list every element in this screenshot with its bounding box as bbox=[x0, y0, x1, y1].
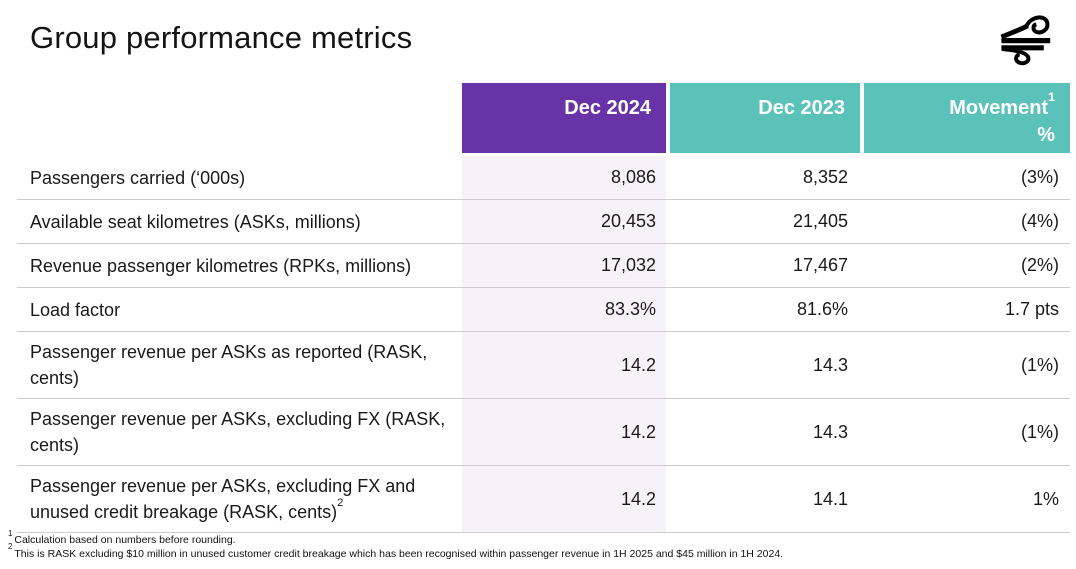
column-gap bbox=[860, 156, 864, 199]
table-row-rpks: Revenue passenger kilometres (RPKs, mill… bbox=[17, 244, 1070, 288]
footnotes: 1Calculation based on numbers before rou… bbox=[8, 528, 784, 561]
row-label: Passengers carried (‘000s) bbox=[30, 167, 246, 188]
column-gap bbox=[860, 200, 864, 243]
value-dec-2023: 81.6% bbox=[796, 299, 848, 319]
row-label: Passenger revenue per ASKs, excluding FX… bbox=[30, 476, 416, 522]
value-dec-2023: 14.3 bbox=[812, 354, 848, 375]
value-dec-2023: 14.3 bbox=[812, 421, 848, 442]
row-label: Load factor bbox=[30, 299, 121, 320]
row-label: Revenue passenger kilometres (RPKs, mill… bbox=[30, 255, 412, 276]
column-header-unit: % bbox=[1037, 124, 1055, 146]
value-movement: (2%) bbox=[1020, 255, 1059, 275]
value-dec-2023: 21,405 bbox=[792, 211, 848, 231]
table-header-row: Dec 2024 Dec 2023 Movement1 % bbox=[17, 83, 1070, 153]
column-gap bbox=[666, 83, 670, 153]
table-row-rask-ex-fx: Passenger revenue per ASKs, excluding FX… bbox=[17, 399, 1070, 466]
column-header-label: Dec 2023 bbox=[758, 97, 845, 119]
value-dec-2023: 17,467 bbox=[792, 255, 848, 275]
column-gap bbox=[860, 244, 864, 287]
table-row-rask-reported: Passenger revenue per ASKs as reported (… bbox=[17, 332, 1070, 399]
column-gap bbox=[666, 466, 670, 532]
value-dec-2024: 20,453 bbox=[462, 200, 666, 243]
column-header-label: Movement bbox=[949, 97, 1049, 119]
column-gap bbox=[860, 466, 864, 532]
table-body: Passengers carried (‘000s) 8,086 8,352 (… bbox=[17, 156, 1070, 533]
value-dec-2024: 8,086 bbox=[462, 156, 666, 199]
column-gap bbox=[860, 83, 864, 153]
footnote-1: 1Calculation based on numbers before rou… bbox=[8, 528, 236, 546]
row-label: Available seat kilometres (ASKs, million… bbox=[30, 211, 361, 232]
value-movement: (3%) bbox=[1020, 167, 1059, 187]
value-dec-2023: 8,352 bbox=[802, 167, 848, 187]
value-movement: (1%) bbox=[1020, 354, 1059, 375]
footnote-marker: 1 bbox=[1048, 89, 1055, 104]
column-gap bbox=[666, 200, 670, 243]
row-label: Passenger revenue per ASKs as reported (… bbox=[30, 342, 428, 388]
value-dec-2024: 14.2 bbox=[462, 466, 666, 532]
column-gap bbox=[860, 332, 864, 398]
value-dec-2024: 14.2 bbox=[462, 332, 666, 398]
column-gap bbox=[666, 399, 670, 465]
table-row-asks: Available seat kilometres (ASKs, million… bbox=[17, 200, 1070, 244]
value-movement: (1%) bbox=[1020, 421, 1059, 442]
footnote-marker: 1 bbox=[8, 528, 13, 538]
footnote-2: 2This is RASK excluding $10 million in u… bbox=[8, 542, 784, 560]
page-title: Group performance metrics bbox=[30, 20, 413, 55]
performance-metrics-table: Dec 2024 Dec 2023 Movement1 % Passengers… bbox=[17, 83, 1070, 533]
value-movement: (4%) bbox=[1020, 211, 1059, 231]
column-gap bbox=[666, 332, 670, 398]
column-gap bbox=[860, 288, 864, 331]
table-row-rask-ex-fx-breakage: Passenger revenue per ASKs, excluding FX… bbox=[17, 466, 1070, 533]
footnote-marker: 2 bbox=[8, 542, 13, 552]
column-gap bbox=[666, 288, 670, 331]
footnote-marker: 2 bbox=[337, 496, 344, 509]
row-label: Passenger revenue per ASKs, excluding FX… bbox=[30, 409, 446, 455]
table-row-passengers-carried: Passengers carried (‘000s) 8,086 8,352 (… bbox=[17, 156, 1070, 200]
column-gap bbox=[666, 156, 670, 199]
header-empty-cell bbox=[17, 83, 462, 153]
value-dec-2024: 17,032 bbox=[462, 244, 666, 287]
value-movement: 1% bbox=[1032, 488, 1059, 509]
column-header-dec-2024: Dec 2024 bbox=[462, 83, 666, 153]
column-gap bbox=[860, 399, 864, 465]
column-header-movement: Movement1 % bbox=[864, 83, 1070, 153]
table-row-load-factor: Load factor 83.3% 81.6% 1.7 pts bbox=[17, 288, 1070, 332]
value-dec-2024: 83.3% bbox=[462, 288, 666, 331]
column-header-label: Dec 2024 bbox=[564, 97, 651, 119]
value-dec-2023: 14.1 bbox=[812, 488, 848, 509]
value-movement: 1.7 pts bbox=[1004, 299, 1059, 319]
column-gap bbox=[666, 244, 670, 287]
koru-airline-logo-icon bbox=[991, 8, 1063, 66]
value-dec-2024: 14.2 bbox=[462, 399, 666, 465]
column-header-dec-2023: Dec 2023 bbox=[670, 83, 860, 153]
